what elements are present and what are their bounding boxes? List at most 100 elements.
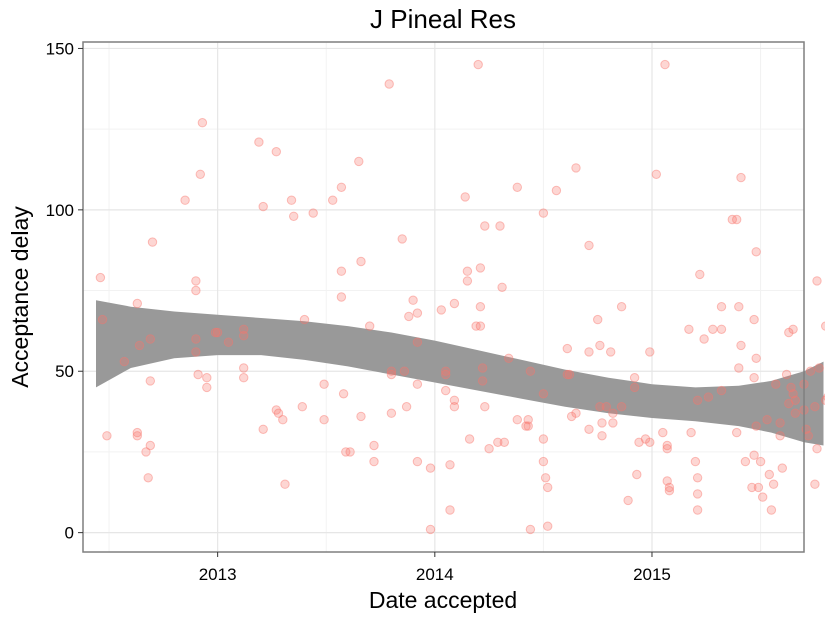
data-point xyxy=(521,421,531,431)
data-point xyxy=(551,185,562,196)
data-point xyxy=(145,376,156,386)
data-point xyxy=(690,456,701,467)
data-point xyxy=(758,492,768,502)
data-points xyxy=(95,59,825,535)
data-point xyxy=(384,79,394,89)
data-point xyxy=(341,447,351,457)
data-point xyxy=(686,427,696,438)
data-point xyxy=(512,415,522,425)
data-point xyxy=(699,334,709,344)
data-point xyxy=(412,337,423,347)
y-tick-label: 150 xyxy=(46,39,74,58)
data-point xyxy=(369,456,379,467)
data-point xyxy=(495,221,505,231)
data-point xyxy=(629,382,640,393)
data-point xyxy=(462,276,473,286)
data-point xyxy=(445,505,455,515)
data-point xyxy=(143,473,153,483)
data-point xyxy=(445,460,455,470)
data-point xyxy=(441,385,451,396)
grid-lines xyxy=(83,42,804,552)
plot-border xyxy=(82,41,805,553)
data-point xyxy=(475,321,486,331)
data-point xyxy=(386,366,397,376)
data-point xyxy=(271,405,281,415)
data-point xyxy=(191,276,201,286)
data-point xyxy=(538,456,549,467)
data-point xyxy=(132,427,143,438)
data-point xyxy=(134,340,145,351)
data-point xyxy=(471,321,481,331)
data-point xyxy=(145,334,156,344)
data-point xyxy=(749,450,759,460)
data-point xyxy=(239,324,249,334)
smooth-band-group xyxy=(96,300,824,446)
data-point xyxy=(464,434,475,444)
data-point xyxy=(97,314,108,325)
data-point xyxy=(821,395,825,405)
data-point xyxy=(386,408,397,418)
data-point xyxy=(197,118,208,128)
data-point xyxy=(812,444,822,454)
data-point xyxy=(640,434,651,444)
data-point xyxy=(660,59,670,70)
plot-panel xyxy=(83,42,804,552)
data-point xyxy=(762,415,772,425)
data-point xyxy=(397,234,407,244)
data-point xyxy=(781,369,792,380)
data-point xyxy=(365,321,375,331)
data-point xyxy=(584,347,594,357)
data-point xyxy=(538,208,549,218)
data-point xyxy=(708,324,718,334)
data-point xyxy=(692,489,703,499)
data-point xyxy=(629,373,640,383)
data-point xyxy=(777,463,787,473)
data-point xyxy=(497,282,507,292)
data-point xyxy=(473,59,483,70)
data-point xyxy=(436,305,446,315)
data-point xyxy=(441,366,451,376)
data-point xyxy=(328,195,338,205)
data-point xyxy=(812,276,822,286)
data-point xyxy=(775,418,785,428)
data-point xyxy=(212,327,223,338)
data-point xyxy=(336,266,347,276)
data-point xyxy=(404,311,414,322)
data-point xyxy=(319,415,329,425)
data-point xyxy=(775,431,785,441)
data-point xyxy=(784,327,794,338)
data-point xyxy=(788,389,798,399)
data-point xyxy=(289,211,299,222)
smooth-confidence-band xyxy=(96,300,824,446)
data-point xyxy=(202,373,212,383)
data-point xyxy=(749,373,759,383)
x-axis-label: Date accepted xyxy=(369,587,517,613)
data-point xyxy=(538,434,549,444)
data-point xyxy=(716,302,727,312)
data-point xyxy=(95,272,106,283)
data-point xyxy=(595,402,605,412)
data-point xyxy=(716,385,727,396)
data-point xyxy=(449,395,460,405)
data-point xyxy=(597,418,607,428)
data-point xyxy=(803,431,813,441)
data-point xyxy=(141,447,151,457)
data-point xyxy=(193,369,203,380)
data-point xyxy=(736,172,746,183)
data-point xyxy=(584,424,594,434)
data-point xyxy=(734,363,744,373)
data-point xyxy=(784,398,794,409)
data-point xyxy=(345,447,355,457)
data-point xyxy=(180,195,190,205)
data-point xyxy=(662,444,672,454)
data-point xyxy=(356,411,366,422)
data-point xyxy=(512,182,522,193)
data-point xyxy=(662,476,672,486)
data-point xyxy=(223,337,234,347)
data-point xyxy=(239,373,249,383)
data-point xyxy=(286,195,297,205)
y-tick-label: 50 xyxy=(55,362,74,381)
data-point xyxy=(258,424,268,434)
data-point xyxy=(195,169,206,180)
